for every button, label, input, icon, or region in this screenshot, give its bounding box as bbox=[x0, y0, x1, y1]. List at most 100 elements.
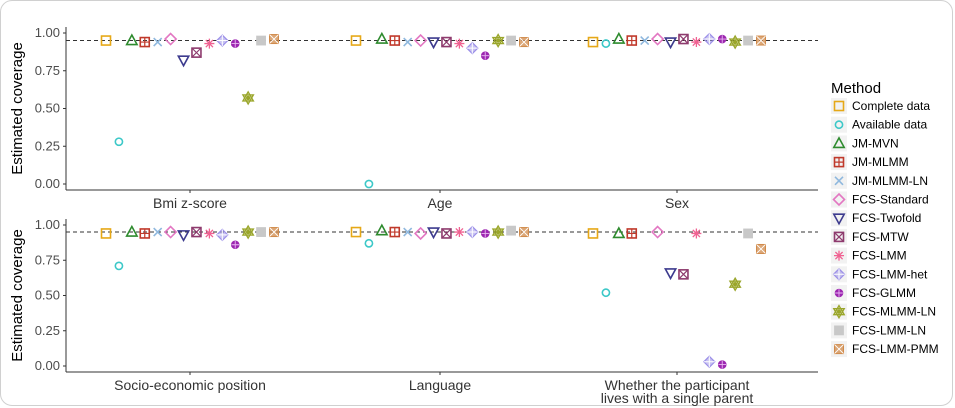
point-fcs-lmm-ln-bmi-z-score bbox=[256, 35, 266, 46]
point-fcs-lmm-pmm-language bbox=[519, 227, 529, 238]
point-jm-mvn-socio-economic-position bbox=[125, 224, 139, 237]
point-fcs-mlmm-ln-whether-the-participant-lives-with-a-single-parent bbox=[728, 276, 742, 292]
y-tick-label: 0.25 bbox=[35, 138, 60, 153]
legend-label: FCS-MLMM-LN bbox=[852, 305, 936, 319]
point-jm-mvn-language bbox=[375, 223, 389, 236]
point-jm-mvn-age bbox=[375, 31, 389, 44]
y-tick-label: 0.75 bbox=[35, 63, 60, 78]
point-fcs-lmm-het-whether-the-participant-lives-with-a-single-parent bbox=[702, 355, 716, 369]
point-jm-mlmm-sex bbox=[626, 35, 638, 46]
legend-entry-jm-mvn: JM-MVN bbox=[831, 135, 899, 152]
point-fcs-lmm-het-socio-economic-position bbox=[215, 228, 229, 242]
legend-key-fcs-lmm-pmm bbox=[834, 344, 844, 355]
point-jm-mlmm-language bbox=[389, 226, 401, 238]
point-fcs-lmm-het-language bbox=[465, 225, 479, 239]
legend-label: FCS-MTW bbox=[852, 230, 909, 244]
point-jm-mlmm-age bbox=[389, 35, 401, 46]
point-fcs-lmm-language bbox=[454, 227, 465, 238]
legend-label: FCS-Twofold bbox=[852, 211, 921, 225]
y-tick-label: 1.00 bbox=[35, 25, 60, 40]
y-tick-label: 0.00 bbox=[35, 358, 60, 373]
point-fcs-lmm-het-sex bbox=[702, 32, 716, 46]
legend-key-complete-data bbox=[833, 100, 845, 112]
legend-entry-fcs-lmm-pmm: FCS-LMM-PMM bbox=[831, 341, 939, 358]
x-tick-label-language: Language bbox=[409, 377, 472, 393]
point-fcs-twofold-bmi-z-score bbox=[176, 55, 191, 68]
point-jm-mlmm-ln-bmi-z-score bbox=[153, 37, 163, 47]
legend-entry-fcs-lmm-het: FCS-LMM-het bbox=[831, 266, 928, 283]
legend-label: Complete data bbox=[852, 99, 930, 113]
point-complete-data-age bbox=[350, 35, 362, 46]
point-fcs-mtw-language bbox=[441, 228, 452, 239]
point-jm-mlmm-ln-age bbox=[403, 37, 413, 47]
point-available-data-socio-economic-position bbox=[114, 261, 124, 271]
point-fcs-twofold-sex bbox=[663, 37, 678, 50]
point-available-data-sex bbox=[601, 39, 611, 48]
legend-entry-fcs-standard: FCS-Standard bbox=[831, 191, 929, 208]
point-fcs-mtw-bmi-z-score bbox=[191, 47, 202, 58]
legend-entry-fcs-glmm: FCS-GLMM bbox=[831, 285, 916, 301]
point-fcs-lmm-sex bbox=[691, 37, 702, 48]
point-fcs-standard-age bbox=[413, 33, 428, 48]
y-tick-label: 0.25 bbox=[35, 323, 60, 338]
legend-key-fcs-lmm-het bbox=[832, 267, 846, 281]
point-jm-mvn-bmi-z-score bbox=[125, 33, 139, 46]
x-tick-label-whether-the-participant-lives-with-a-single-parent: Whether the participant bbox=[605, 377, 750, 393]
legend-label: FCS-LMM-PMM bbox=[852, 342, 939, 356]
point-complete-data-bmi-z-score bbox=[100, 35, 112, 46]
y-tick-label: 1.00 bbox=[35, 217, 60, 232]
point-fcs-mlmm-ln-language bbox=[491, 224, 505, 240]
legend-entry-available-data: Available data bbox=[831, 116, 927, 133]
legend-entry-fcs-lmm: FCS-LMM bbox=[831, 247, 907, 264]
x-tick-label-whether-the-participant-lives-with-a-single-parent: lives with a single parent bbox=[601, 390, 754, 406]
point-jm-mlmm-socio-economic-position bbox=[139, 228, 151, 239]
point-complete-data-whether-the-participant-lives-with-a-single-parent bbox=[587, 228, 599, 239]
legend-key-box bbox=[831, 191, 847, 208]
point-fcs-twofold-socio-economic-position bbox=[176, 230, 191, 243]
point-fcs-glmm-age bbox=[480, 51, 490, 60]
point-fcs-lmm-bmi-z-score bbox=[204, 38, 215, 49]
point-fcs-mtw-socio-economic-position bbox=[191, 226, 202, 238]
point-fcs-glmm-socio-economic-position bbox=[230, 240, 240, 250]
point-fcs-glmm-bmi-z-score bbox=[230, 39, 240, 48]
point-fcs-lmm-pmm-whether-the-participant-lives-with-a-single-parent bbox=[756, 243, 766, 254]
x-tick-label-bmi-z-score: Bmi z-score bbox=[153, 195, 227, 211]
point-fcs-lmm-pmm-sex bbox=[756, 35, 766, 46]
point-jm-mlmm-whether-the-participant-lives-with-a-single-parent bbox=[626, 228, 638, 239]
point-jm-mvn-whether-the-participant-lives-with-a-single-parent bbox=[612, 226, 626, 239]
legend-entry-fcs-mlmm-ln: FCS-MLMM-LN bbox=[831, 303, 936, 320]
point-fcs-twofold-language bbox=[426, 227, 441, 240]
point-fcs-mtw-whether-the-participant-lives-with-a-single-parent bbox=[678, 269, 689, 280]
legend-key-jm-mlmm bbox=[833, 156, 845, 168]
point-jm-mlmm-ln-language bbox=[403, 227, 413, 237]
legend: Method Complete data Available data JM-MVN J… bbox=[831, 80, 939, 358]
point-available-data-age bbox=[364, 179, 374, 189]
point-fcs-glmm-language bbox=[480, 229, 490, 238]
point-fcs-glmm-whether-the-participant-lives-with-a-single-parent bbox=[717, 360, 727, 369]
point-fcs-standard-socio-economic-position bbox=[163, 225, 178, 239]
panel-2: 0.00 0.25 0.50 0.75 1.00 Estimated coverage So… bbox=[9, 217, 818, 406]
point-fcs-lmm-whether-the-participant-lives-with-a-single-parent bbox=[691, 228, 702, 239]
point-fcs-lmm-ln-sex bbox=[743, 35, 753, 46]
point-fcs-standard-whether-the-participant-lives-with-a-single-parent bbox=[650, 225, 665, 239]
legend-key-fcs-lmm bbox=[834, 250, 844, 261]
legend-label: FCS-GLMM bbox=[852, 286, 916, 300]
point-jm-mlmm-ln-sex bbox=[640, 35, 650, 46]
point-complete-data-language bbox=[350, 226, 362, 238]
legend-label: FCS-Standard bbox=[852, 193, 929, 207]
point-fcs-lmm-age bbox=[454, 38, 465, 49]
y-tick-label: 0.75 bbox=[35, 252, 60, 267]
point-fcs-lmm-pmm-socio-economic-position bbox=[269, 227, 279, 238]
point-available-data-bmi-z-score bbox=[114, 137, 124, 147]
legend-entry-fcs-twofold: FCS-Twofold bbox=[831, 210, 921, 227]
point-fcs-standard-language bbox=[413, 226, 428, 241]
legend-entry-fcs-lmm-ln: FCS-LMM-LN bbox=[831, 322, 926, 339]
legend-label: JM-MVN bbox=[852, 136, 899, 150]
point-fcs-glmm-sex bbox=[717, 34, 727, 44]
legend-key-jm-mvn bbox=[832, 136, 846, 149]
point-fcs-lmm-ln-age bbox=[506, 35, 516, 46]
legend-entry-jm-mlmm: JM-MLMM bbox=[831, 154, 909, 171]
legend-label: FCS-LMM bbox=[852, 249, 907, 263]
point-available-data-whether-the-participant-lives-with-a-single-parent bbox=[601, 288, 611, 298]
